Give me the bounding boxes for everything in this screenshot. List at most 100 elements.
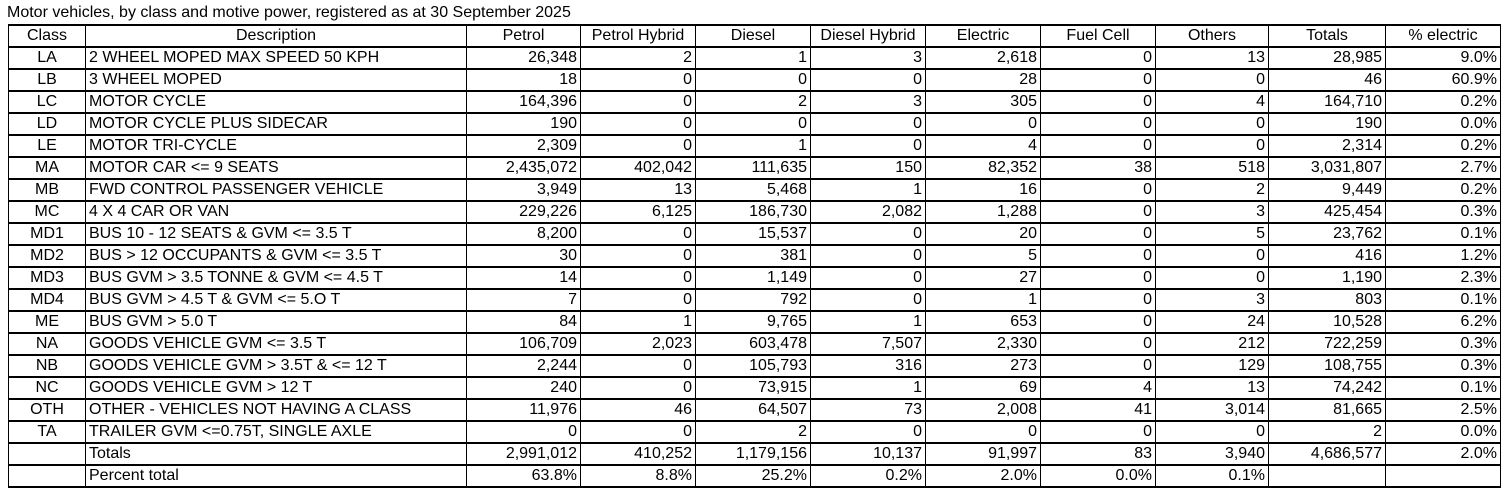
cell-value: 2,082 bbox=[810, 200, 926, 224]
cell-value: 2 bbox=[695, 90, 811, 114]
cell-value: 0 bbox=[1155, 420, 1269, 444]
table-row: LE MOTOR TRI-CYCLE 2,309 0 1 0 4 0 0 2,314 0.2% bbox=[8, 134, 1501, 158]
cell-value: 316 bbox=[810, 354, 926, 378]
cell-value: 11,976 bbox=[466, 398, 581, 422]
cell-value: 0.2% bbox=[1385, 178, 1501, 202]
cell-class: MB bbox=[8, 178, 86, 202]
cell-value: 603,478 bbox=[695, 332, 811, 356]
cell-value: 46 bbox=[580, 398, 696, 422]
cell-value: 2.3% bbox=[1385, 266, 1501, 290]
cell-value: 722,259 bbox=[1268, 332, 1386, 356]
column-header: Class bbox=[8, 24, 86, 48]
column-header: Totals bbox=[1268, 24, 1386, 48]
cell-value: 305 bbox=[925, 90, 1041, 114]
cell-value: 0 bbox=[580, 244, 696, 268]
cell-value: 1 bbox=[810, 376, 926, 400]
cell-class: LA bbox=[8, 46, 86, 70]
cell-value: 2,330 bbox=[925, 332, 1041, 356]
cell-value: 164,396 bbox=[466, 90, 581, 114]
cell-value: 164,710 bbox=[1268, 90, 1386, 114]
cell-value: 3 bbox=[810, 90, 926, 114]
cell-value: 0 bbox=[695, 112, 811, 136]
column-header: Electric bbox=[925, 24, 1041, 48]
percent-total-value: 25.2% bbox=[695, 464, 811, 488]
cell-value: 2.5% bbox=[1385, 398, 1501, 422]
cell-empty bbox=[1268, 464, 1386, 488]
cell-value: 28,985 bbox=[1268, 46, 1386, 70]
totals-label: Totals bbox=[85, 442, 467, 466]
cell-value: 0.0% bbox=[1385, 420, 1501, 444]
cell-empty bbox=[1385, 464, 1501, 488]
cell-class: MA bbox=[8, 156, 86, 180]
cell-value: 0 bbox=[1040, 332, 1156, 356]
cell-value: 3,014 bbox=[1155, 398, 1269, 422]
page-title: Motor vehicles, by class and motive powe… bbox=[7, 4, 571, 21]
table-row: MD3 BUS GVM > 3.5 TONNE & GVM <= 4.5 T 14 0… bbox=[8, 266, 1501, 290]
cell-value: 0 bbox=[1040, 46, 1156, 70]
cell-class: OTH bbox=[8, 398, 86, 422]
cell-value: 9.0% bbox=[1385, 46, 1501, 70]
cell-value: 4 bbox=[925, 134, 1041, 158]
cell-value: 2,008 bbox=[925, 398, 1041, 422]
cell-value: 1,288 bbox=[925, 200, 1041, 224]
cell-description: MOTOR CYCLE PLUS SIDECAR bbox=[85, 112, 467, 136]
cell-value: 41 bbox=[1040, 398, 1156, 422]
cell-value: 0 bbox=[1040, 178, 1156, 202]
cell-value: 4 bbox=[1040, 376, 1156, 400]
cell-class: LD bbox=[8, 112, 86, 136]
totals-value: 410,252 bbox=[580, 442, 696, 466]
cell-value: 38 bbox=[1040, 156, 1156, 180]
cell-value: 0 bbox=[1155, 134, 1269, 158]
cell-value: 82,352 bbox=[925, 156, 1041, 180]
cell-value: 73 bbox=[810, 398, 926, 422]
table-row: LB 3 WHEEL MOPED 18 0 0 0 28 0 0 46 60.9% bbox=[8, 68, 1501, 92]
cell-value: 5 bbox=[1155, 222, 1269, 246]
cell-value: 0 bbox=[1040, 266, 1156, 290]
cell-value: 0 bbox=[580, 266, 696, 290]
cell-value: 1 bbox=[695, 46, 811, 70]
cell-value: 0 bbox=[810, 288, 926, 312]
cell-value: 46 bbox=[1268, 68, 1386, 92]
cell-value: 0 bbox=[580, 376, 696, 400]
cell-class: MD1 bbox=[8, 222, 86, 246]
cell-value: 0 bbox=[1040, 244, 1156, 268]
cell-value: 381 bbox=[695, 244, 811, 268]
cell-value: 0 bbox=[580, 354, 696, 378]
cell-value: 402,042 bbox=[580, 156, 696, 180]
cell-value: 653 bbox=[925, 310, 1041, 334]
column-header: Others bbox=[1155, 24, 1269, 48]
cell-description: BUS > 12 OCCUPANTS & GVM <= 3.5 T bbox=[85, 244, 467, 268]
cell-value: 240 bbox=[466, 376, 581, 400]
cell-value: 0 bbox=[1040, 112, 1156, 136]
cell-class: MC bbox=[8, 200, 86, 224]
cell-value: 0.1% bbox=[1385, 222, 1501, 246]
cell-value: 0 bbox=[810, 68, 926, 92]
cell-value: 5 bbox=[925, 244, 1041, 268]
cell-value: 105,793 bbox=[695, 354, 811, 378]
cell-value: 0 bbox=[810, 244, 926, 268]
cell-value: 7,507 bbox=[810, 332, 926, 356]
percent-total-value: 8.8% bbox=[580, 464, 696, 488]
table-row: MB FWD CONTROL PASSENGER VEHICLE 3,949 13 5,… bbox=[8, 178, 1501, 202]
cell-description: MOTOR CAR <= 9 SEATS bbox=[85, 156, 467, 180]
cell-class-empty bbox=[8, 442, 86, 466]
cell-value: 0 bbox=[1040, 310, 1156, 334]
cell-value: 84 bbox=[466, 310, 581, 334]
cell-value: 24 bbox=[1155, 310, 1269, 334]
table-row: MA MOTOR CAR <= 9 SEATS 2,435,072 402,042 11… bbox=[8, 156, 1501, 180]
totals-value: 10,137 bbox=[810, 442, 926, 466]
table-row: NC GOODS VEHICLE GVM > 12 T 240 0 73,915 1 69 4… bbox=[8, 376, 1501, 400]
cell-value: 81,665 bbox=[1268, 398, 1386, 422]
table-row: MD4 BUS GVM > 4.5 T & GVM <= 5.O T 7 0 792 0 1… bbox=[8, 288, 1501, 312]
cell-value: 0 bbox=[810, 134, 926, 158]
cell-value: 4 bbox=[1155, 90, 1269, 114]
cell-class-empty bbox=[8, 464, 86, 488]
cell-value: 15,537 bbox=[695, 222, 811, 246]
column-header: Diesel Hybrid bbox=[810, 24, 926, 48]
cell-value: 0 bbox=[810, 112, 926, 136]
cell-value: 64,507 bbox=[695, 398, 811, 422]
cell-description: FWD CONTROL PASSENGER VEHICLE bbox=[85, 178, 467, 202]
cell-value: 3 bbox=[1155, 200, 1269, 224]
cell-value: 0 bbox=[925, 112, 1041, 136]
